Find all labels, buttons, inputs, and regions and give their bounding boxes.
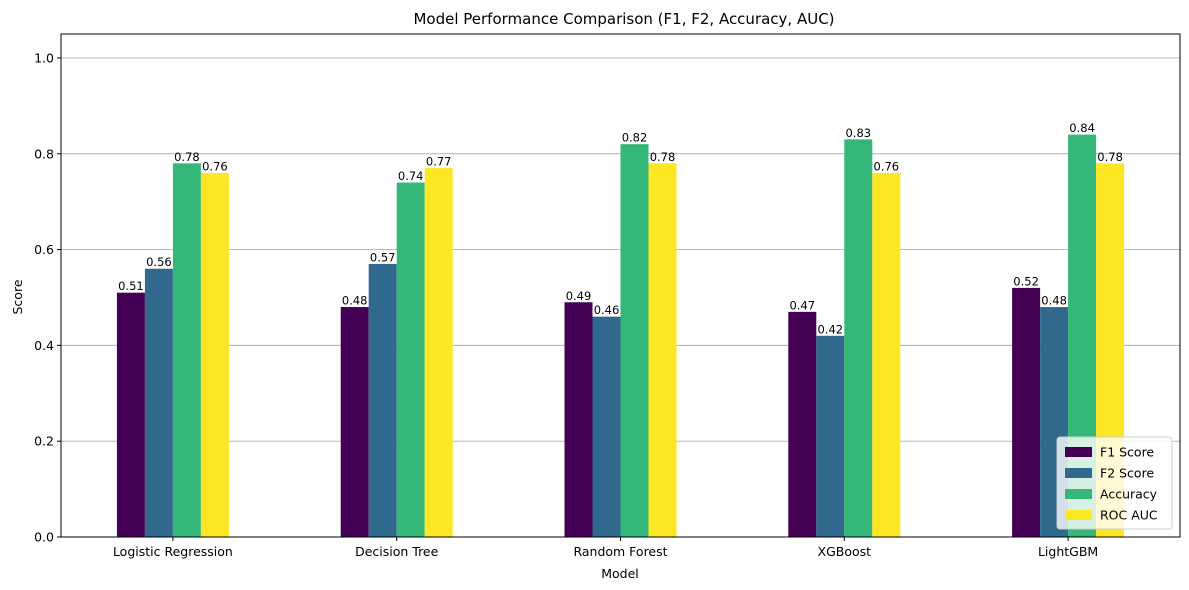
y-tick-label: 0.2	[34, 434, 54, 449]
bar	[116, 292, 145, 537]
bar-value-label: 0.76	[873, 159, 899, 173]
x-tick-label: XGBoost	[818, 544, 872, 559]
legend-swatch	[1065, 489, 1092, 499]
bar-value-label: 0.47	[789, 298, 815, 312]
bar	[368, 263, 397, 537]
bar	[592, 316, 621, 537]
bar	[172, 163, 201, 538]
y-tick-label: 1.0	[34, 50, 54, 65]
bar-value-label: 0.49	[566, 289, 592, 303]
bar	[396, 182, 425, 537]
bar-value-label: 0.74	[398, 169, 424, 183]
bar-value-label: 0.84	[1069, 121, 1095, 135]
bar	[340, 307, 369, 537]
bar-value-label: 0.78	[650, 150, 676, 164]
bar-labels: 0.510.560.780.760.480.570.740.770.490.46…	[118, 121, 1123, 336]
legend: F1 Score F2 Score Accuracy ROC AUC	[1056, 436, 1173, 530]
bar-value-label: 0.56	[146, 255, 172, 269]
bar-value-label: 0.46	[594, 303, 620, 317]
bar	[200, 172, 229, 537]
bar-value-label: 0.42	[817, 322, 843, 336]
bar	[424, 168, 453, 537]
bar-value-label: 0.52	[1013, 274, 1039, 288]
x-tick-label: Decision Tree	[355, 544, 439, 559]
legend-label: Accuracy	[1100, 487, 1158, 502]
bar-value-label: 0.48	[1041, 294, 1067, 308]
bar	[1012, 287, 1041, 537]
bar-value-label: 0.57	[370, 250, 396, 264]
y-tick-label: 0.0	[34, 530, 54, 545]
bar	[844, 139, 873, 537]
legend-box	[1056, 436, 1173, 530]
bar	[564, 302, 593, 537]
x-tick-label: Random Forest	[573, 544, 667, 559]
legend-label: F2 Score	[1100, 466, 1154, 481]
bar	[648, 163, 677, 538]
y-tick-label: 0.4	[34, 338, 54, 353]
bar-value-label: 0.48	[342, 294, 368, 308]
legend-swatch	[1065, 468, 1092, 478]
x-axis-title: Model	[601, 566, 639, 581]
legend-swatch	[1065, 447, 1092, 457]
bar	[816, 335, 845, 537]
bar-value-label: 0.51	[118, 279, 144, 293]
y-axis-title: Score	[10, 279, 25, 314]
y-tick-label: 0.6	[34, 242, 54, 257]
legend-swatch	[1065, 510, 1092, 520]
bars	[116, 134, 1125, 538]
legend-label: ROC AUC	[1100, 508, 1158, 523]
bar	[144, 268, 173, 537]
x-tick-label: LightGBM	[1038, 544, 1098, 559]
bar	[788, 311, 817, 537]
bar-value-label: 0.78	[1097, 150, 1123, 164]
bar-value-label: 0.76	[202, 159, 228, 173]
bar	[620, 144, 649, 537]
axes: 0.0 0.2 0.4 0.6 0.8 1.0 Logistic Regression Dec…	[34, 33, 1181, 559]
bar-value-label: 0.82	[622, 131, 648, 145]
bar-value-label: 0.83	[845, 126, 871, 140]
x-tick-label: Logistic Regression	[113, 544, 233, 559]
y-tick-label: 0.8	[34, 146, 54, 161]
chart-title: Model Performance Comparison (F1, F2, Ac…	[413, 10, 834, 28]
legend-label: F1 Score	[1100, 445, 1154, 460]
bar-value-label: 0.78	[174, 150, 200, 164]
bar-value-label: 0.77	[426, 155, 452, 169]
bar	[872, 172, 901, 537]
